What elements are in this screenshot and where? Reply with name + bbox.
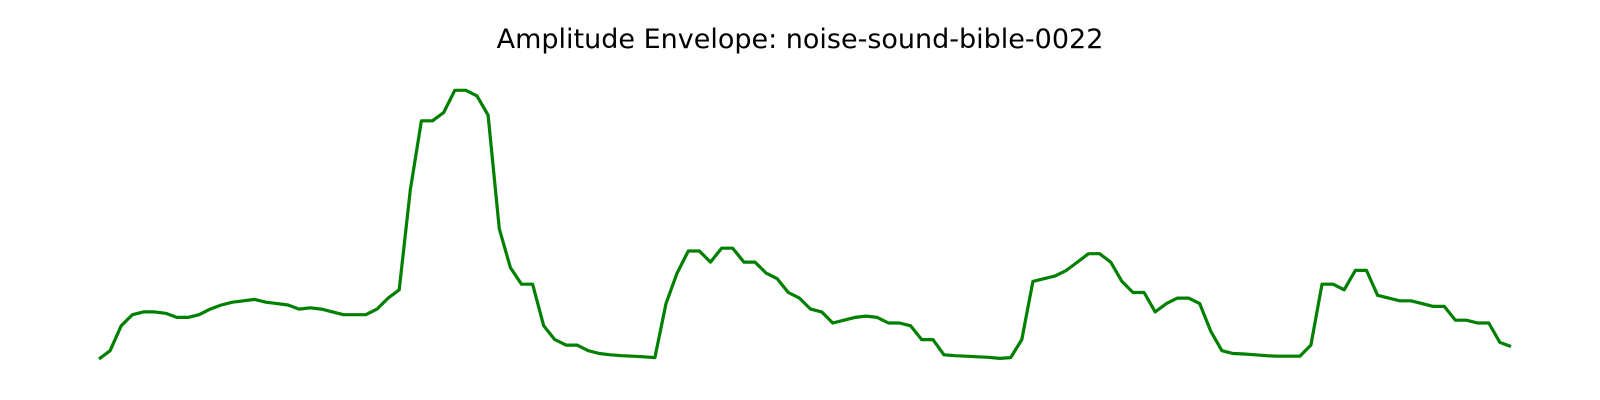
envelope-line-series-0 (98, 88, 1512, 361)
plot-area (98, 88, 1512, 361)
chart-title: Amplitude Envelope: noise-sound-bible-00… (496, 24, 1104, 55)
